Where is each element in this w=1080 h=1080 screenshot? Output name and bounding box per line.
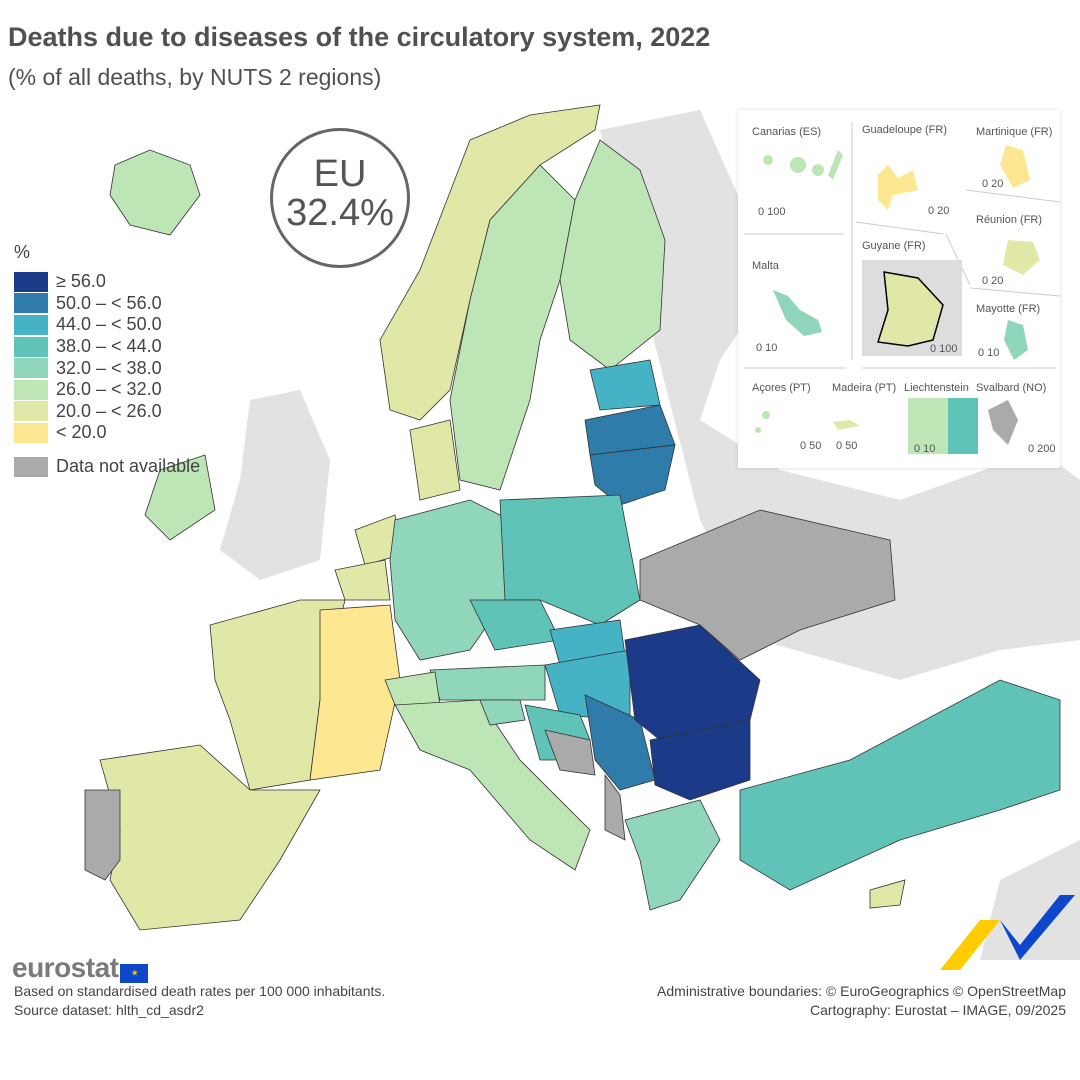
legend-swatch <box>14 336 48 357</box>
inset-scale: 0 50 <box>800 440 822 452</box>
map-subtitle: (% of all deaths, by NUTS 2 regions) <box>8 64 382 90</box>
region-denmark <box>409 419 461 501</box>
legend-item: 26.0 – < 32.0 <box>14 379 200 401</box>
legend-swatch <box>14 358 48 379</box>
inset-label: Açores (PT) <box>752 382 811 394</box>
region-ukraine <box>639 509 896 661</box>
legend-unit: % <box>14 242 31 262</box>
region-t-rkiye <box>739 679 1061 891</box>
eu-flag-icon: ★ <box>120 964 149 983</box>
legend-swatch <box>14 422 48 443</box>
inset-scale: 0 100 <box>758 206 786 218</box>
region-france-east <box>309 604 401 781</box>
inset-dividers <box>744 122 1060 454</box>
region-czechia <box>469 599 561 651</box>
legend-item: 50.0 – < 56.0 <box>14 293 200 315</box>
legend-swatch <box>14 293 48 314</box>
inset-scale: 0 20 <box>928 205 950 217</box>
inset-scale: 0 10 <box>978 347 1000 359</box>
legend-label: 38.0 – < 44.0 <box>56 336 162 357</box>
legend-label: Data not available <box>56 456 201 477</box>
legend-item: < 20.0 <box>14 422 200 444</box>
region-finland <box>559 139 666 371</box>
inset-scale: 0 200 <box>1028 443 1056 455</box>
legend-label: ≥ 56.0 <box>56 271 106 292</box>
footer-note: Based on standardised death rates per 10… <box>14 983 386 999</box>
legend-item: 44.0 – < 50.0 <box>14 314 200 336</box>
legend-item: 32.0 – < 38.0 <box>14 357 200 379</box>
legend-label: 32.0 – < 38.0 <box>56 357 162 378</box>
legend-swatch <box>14 456 48 477</box>
inset-label: Canarias (ES) <box>752 126 822 138</box>
eurostat-logo: eurostat ★ <box>12 952 149 984</box>
legend-swatch <box>14 379 48 400</box>
region-albania <box>604 773 626 841</box>
inset-label: Réunion (FR) <box>976 214 1043 226</box>
legend-label: 50.0 – < 56.0 <box>56 292 162 313</box>
eu-label: EU <box>313 153 367 195</box>
inset-label: Guadeloupe (FR) <box>862 124 947 136</box>
inset-scale: 0 50 <box>836 440 858 452</box>
legend-swatch <box>14 271 48 292</box>
inset-scale: 0 20 <box>982 178 1004 190</box>
region-sweden <box>449 164 576 491</box>
legend-swatch <box>14 401 48 422</box>
legend-item: 20.0 – < 26.0 <box>14 401 200 423</box>
legend-swatch <box>14 314 48 335</box>
inset-label: Guyane (FR) <box>862 240 926 252</box>
region-cyprus <box>869 879 906 909</box>
inset-label: Malta <box>752 260 779 272</box>
logo-text: eurostat <box>12 952 119 983</box>
region-ireland <box>144 454 216 541</box>
footer-boundaries: Administrative boundaries: © EuroGeograp… <box>657 983 1066 999</box>
region-estonia <box>589 359 661 411</box>
legend-item: ≥ 56.0 <box>14 271 200 293</box>
region-lithuania <box>589 444 676 506</box>
legend-label: 26.0 – < 32.0 <box>56 379 162 400</box>
footer-source: Source dataset: hlth_cd_asdr2 <box>14 1002 204 1018</box>
eu-value: 32.4% <box>286 192 394 234</box>
region-belgium <box>334 559 391 601</box>
inset-scale: 0 20 <box>982 275 1004 287</box>
eurostat-chevron-logo <box>940 895 1075 970</box>
region-slovenia <box>479 699 526 726</box>
region-bulgaria <box>649 719 751 801</box>
legend: % ≥ 56.0 50.0 – < 56.0 44.0 – < 50.0 38.0 –… <box>14 242 200 477</box>
inset-label: Svalbard (NO) <box>976 382 1047 394</box>
inset-panel: Canarias (ES) 0 100 Guadeloupe (FR) 0 20 Mar… <box>738 110 1060 468</box>
legend-label: 20.0 – < 26.0 <box>56 400 162 421</box>
region-iceland <box>109 149 201 236</box>
region-bosnia-and-herzegovina <box>544 729 596 776</box>
legend-label: 44.0 – < 50.0 <box>56 314 162 335</box>
footer-cartography: Cartography: Eurostat – IMAGE, 09/2025 <box>809 1002 1066 1018</box>
inset-scale: 0 10 <box>756 342 778 354</box>
legend-item: 38.0 – < 44.0 <box>14 336 200 358</box>
inset-scale: 0 100 <box>930 343 958 355</box>
eu-average-badge: EU 32.4% <box>270 128 410 268</box>
inset-label: Liechtenstein <box>904 382 969 394</box>
inset-label: Madeira (PT) <box>832 382 897 394</box>
map-title: Deaths due to diseases of the circulator… <box>8 22 711 52</box>
region-serbia <box>584 694 656 791</box>
legend-item-not-available: Data not available <box>14 456 200 478</box>
inset-label: Mayotte (FR) <box>976 303 1041 315</box>
inset-scale: 0 10 <box>914 443 936 455</box>
inset-label: Martinique (FR) <box>976 126 1053 138</box>
legend-label: < 20.0 <box>56 422 107 443</box>
region-austria <box>429 664 546 701</box>
region-greece <box>624 799 721 911</box>
region-portugal <box>84 789 121 881</box>
